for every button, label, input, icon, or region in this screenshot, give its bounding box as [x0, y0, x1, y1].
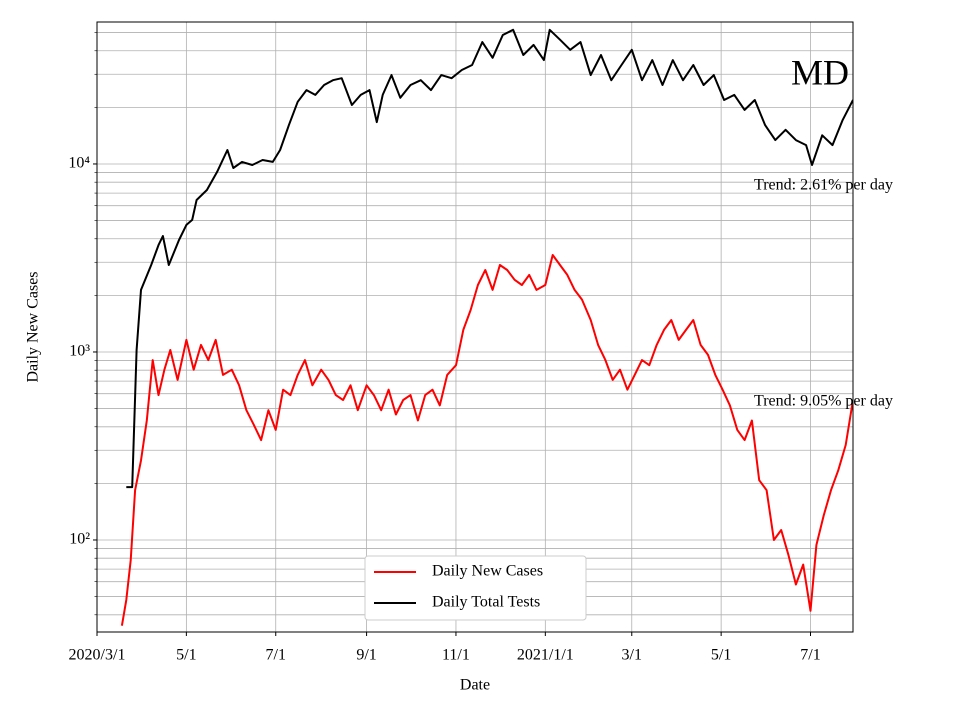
x-tick-label: 9/1 — [356, 647, 376, 664]
x-tick-label: 5/1 — [176, 647, 196, 664]
legend-label: Daily New Cases — [432, 563, 543, 580]
plot-lines — [120, 28, 853, 626]
x-tick-label: 2021/1/1 — [517, 647, 574, 664]
y-tick-label: 10³ — [69, 343, 90, 360]
x-tick-label: 11/1 — [442, 647, 470, 664]
legend-box — [364, 555, 587, 621]
x-tick-label: 5/1 — [711, 647, 731, 664]
chart-title: MD — [791, 52, 849, 92]
y-tick-label: 10² — [69, 531, 90, 548]
legend: Daily New Cases Daily Total Tests — [364, 555, 587, 621]
axes: 10² 10³ 10⁴ 2020/3/1 5/1 7/1 9/1 11/1 2021/1/1 3/… — [68, 32, 821, 664]
legend-label: Daily Total Tests — [432, 594, 540, 611]
series-line — [120, 254, 853, 626]
x-tick-label: 7/1 — [266, 647, 286, 664]
x-tick-label: 2020/3/1 — [69, 647, 126, 664]
x-axis-label: Date — [460, 677, 490, 694]
x-tick-label: 7/1 — [800, 647, 820, 664]
plot-frame — [96, 21, 854, 633]
annotation: Trend: 9.05% per day — [754, 393, 893, 410]
y-tick-label: 10⁴ — [68, 155, 90, 172]
x-tick-label: 3/1 — [622, 647, 642, 664]
grid — [96, 22, 853, 632]
y-axis-label: Daily New Cases — [25, 271, 42, 382]
annotation: Trend: 2.61% per day — [754, 177, 893, 194]
series-line — [126, 28, 853, 489]
